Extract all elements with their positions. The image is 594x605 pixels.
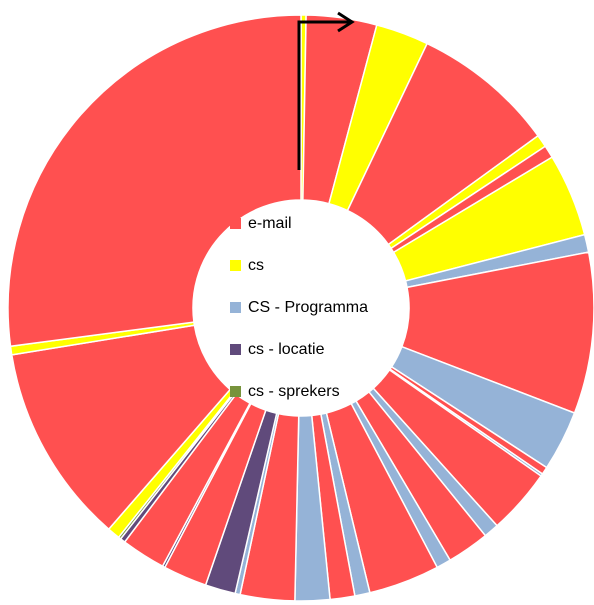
legend-label: cs - locatie	[248, 341, 325, 358]
legend-swatch	[230, 344, 241, 355]
legend-label: CS - Programma	[248, 299, 368, 316]
legend-swatch	[230, 302, 241, 313]
donut	[7, 14, 594, 602]
legend-label: e-mail	[248, 215, 292, 232]
donut-segment	[10, 324, 232, 531]
arrow-line	[297, 20, 350, 170]
legend-label: cs	[248, 257, 264, 274]
legend: e-mail cs CS - Programma cs - locatie cs - s…	[230, 215, 368, 400]
start-arrow	[297, 11, 355, 170]
legend-swatch	[230, 260, 241, 271]
donut-segment	[7, 14, 302, 348]
legend-swatch	[230, 386, 241, 397]
arrow-head	[337, 11, 355, 33]
legend-label: cs - sprekers	[248, 383, 340, 400]
legend-swatch	[230, 218, 241, 229]
